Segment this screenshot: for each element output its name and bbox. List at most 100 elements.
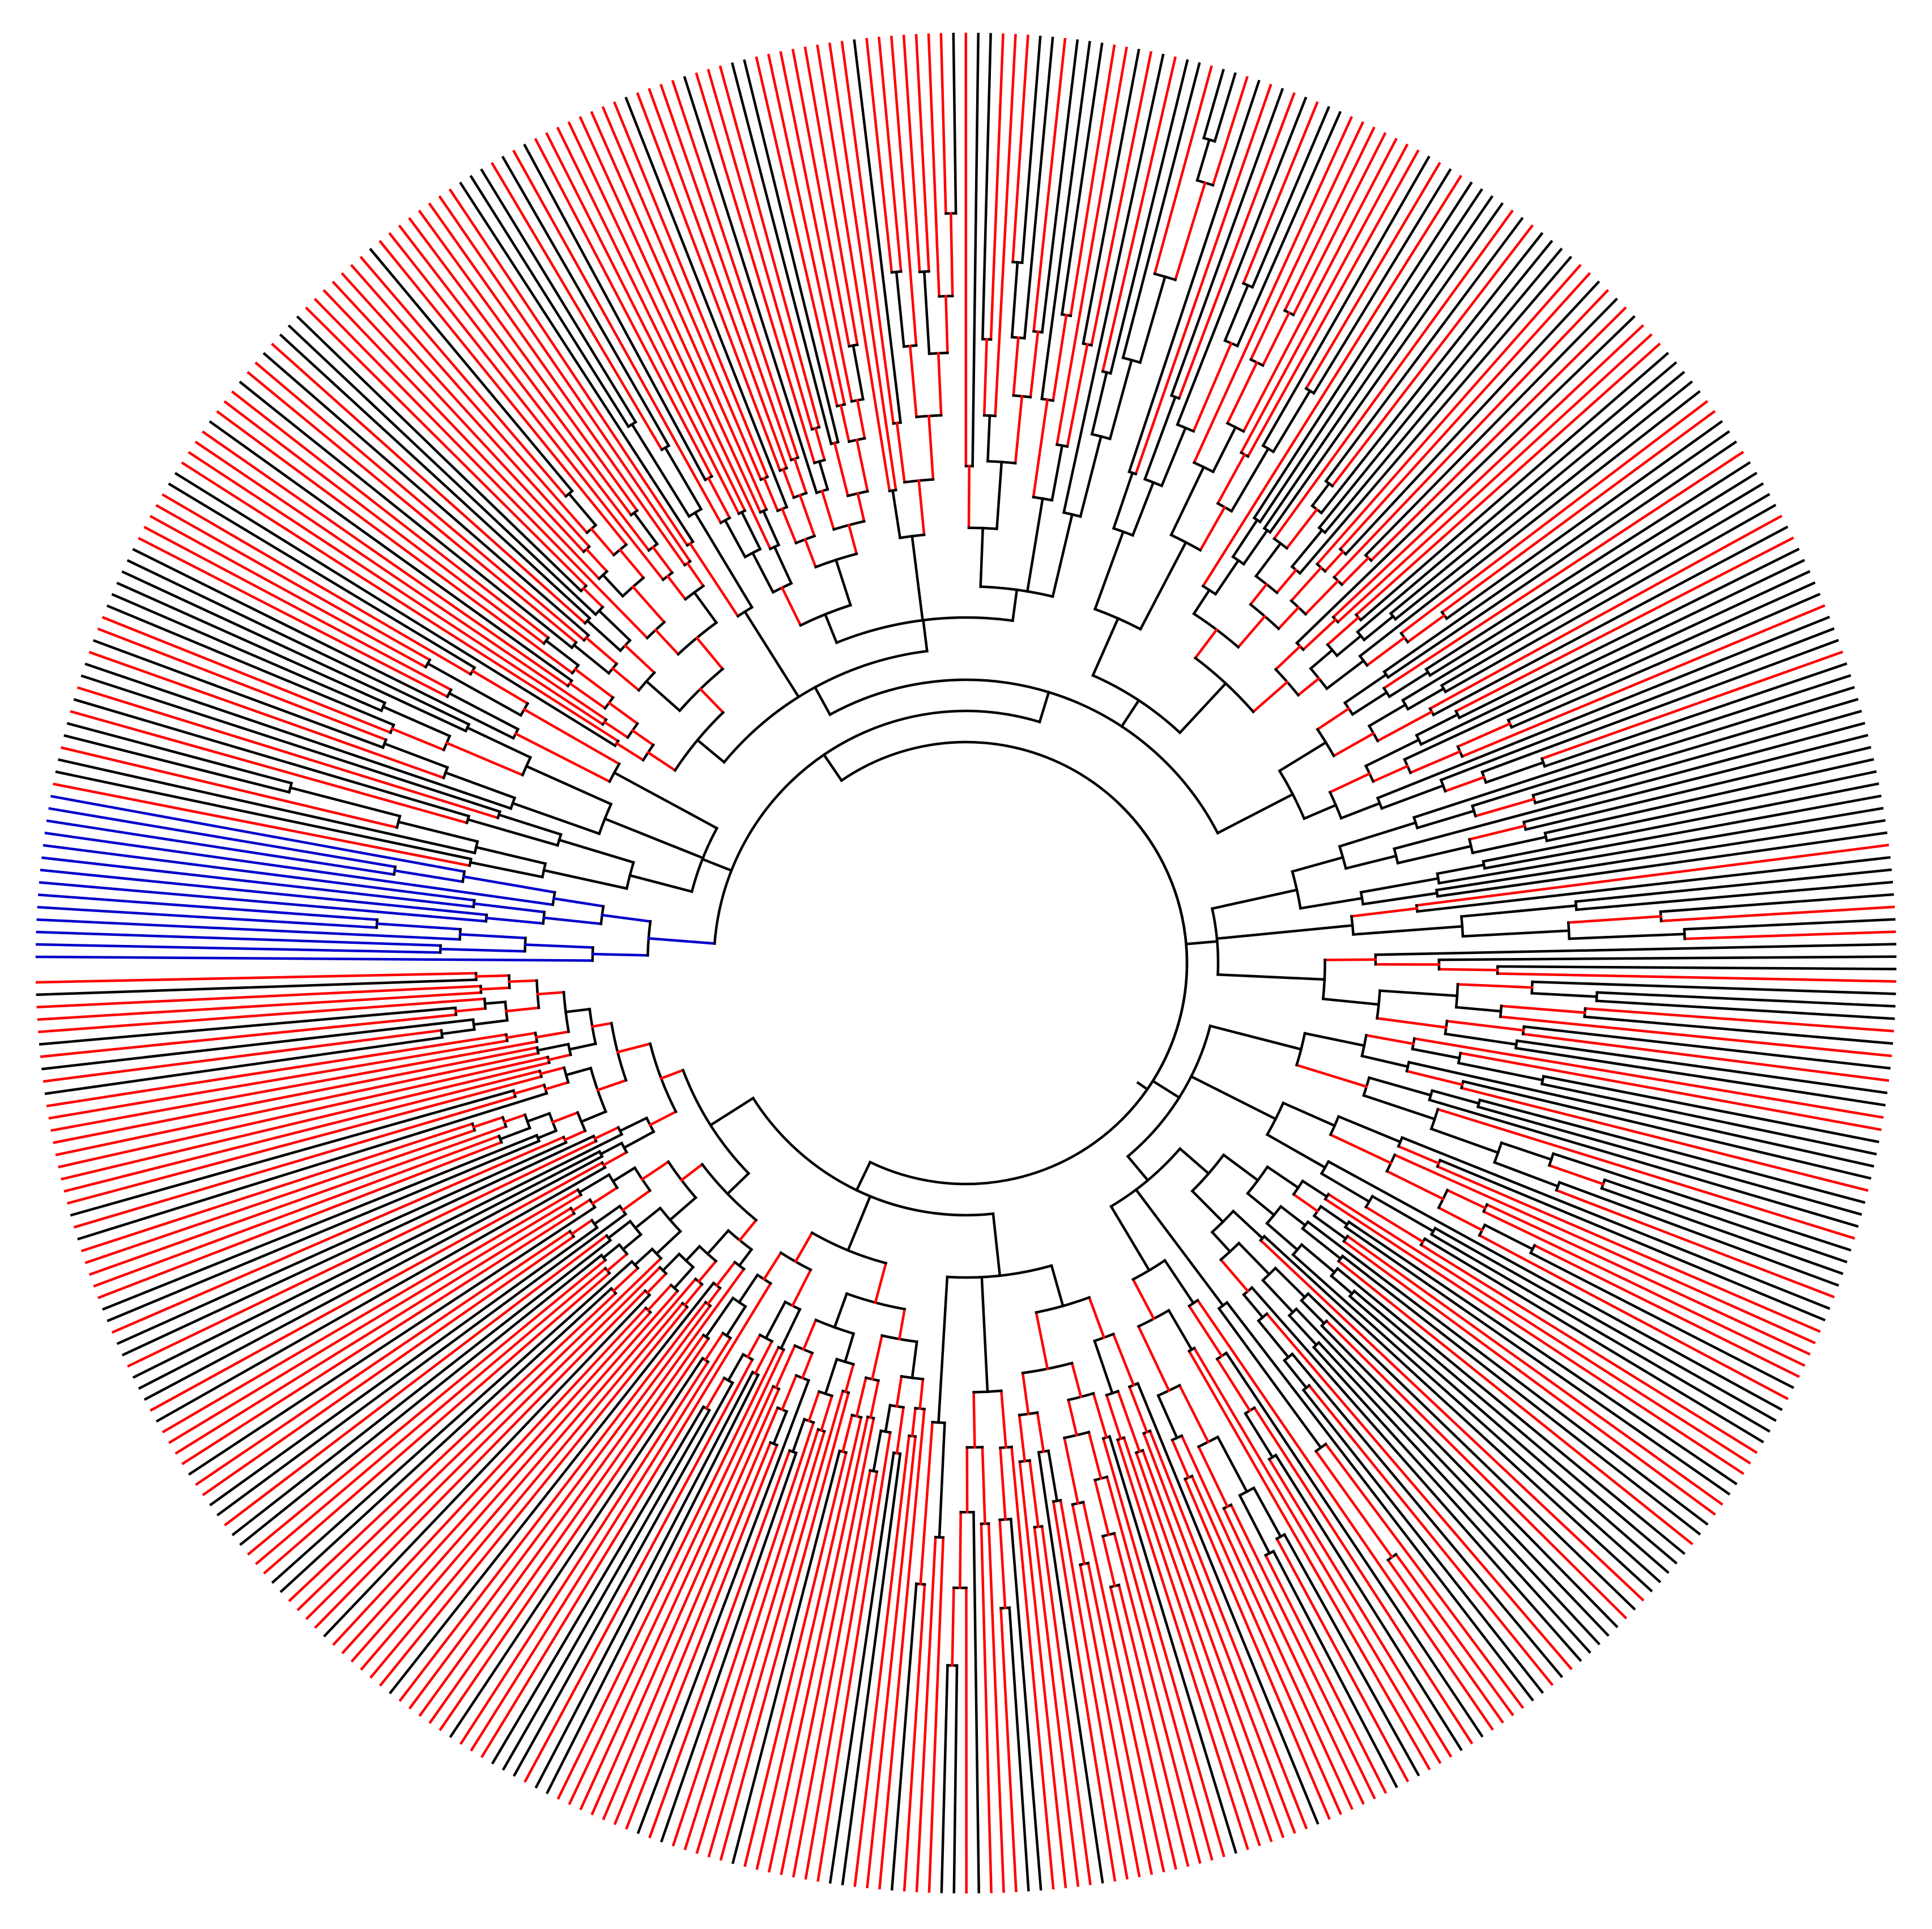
- internal-branch: [929, 416, 933, 479]
- internal-branch: [634, 513, 657, 544]
- tip-branch: [891, 37, 916, 346]
- internal-branch: [1276, 646, 1300, 670]
- tip-branch: [343, 1312, 651, 1653]
- internal-branch: [1133, 483, 1153, 535]
- tip-branch: [1296, 1309, 1608, 1636]
- internal-branch: [509, 981, 537, 982]
- internal-branch: [569, 493, 595, 525]
- internal-branch: [897, 1407, 904, 1453]
- tip-branch: [818, 46, 890, 491]
- internal-branch: [1095, 1480, 1109, 1535]
- internal-branch: [695, 593, 717, 623]
- internal-branch: [682, 1164, 703, 1180]
- internal-branch: [742, 512, 760, 549]
- internal-branch: [620, 550, 643, 578]
- internal-branch: [1470, 826, 1525, 840]
- internal-branch: [1215, 560, 1238, 594]
- internal-branch: [470, 862, 542, 877]
- backbone-branch: [690, 814, 717, 828]
- backbone-branch: [815, 687, 830, 714]
- internal-branch: [1049, 1451, 1057, 1501]
- internal-branch: [1053, 315, 1066, 401]
- internal-branch: [565, 1131, 585, 1140]
- internal-branch: [1194, 343, 1232, 431]
- internal-branch: [1339, 823, 1415, 846]
- internal-branch: [603, 575, 623, 596]
- internal-branch: [782, 587, 801, 625]
- internal-branch: [1341, 803, 1380, 818]
- internal-branch: [1248, 1194, 1274, 1215]
- internal-branch: [1256, 543, 1280, 576]
- internal-branch: [1253, 682, 1287, 712]
- tip-branch: [1083, 1502, 1164, 1871]
- internal-branch: [474, 1117, 503, 1127]
- tip-branch: [929, 35, 939, 296]
- tip-branch: [1103, 58, 1175, 372]
- tip-branch: [781, 1418, 874, 1873]
- internal-branch: [1380, 991, 1457, 996]
- clade-stem-bottom-red-small: [984, 1308, 988, 1392]
- internal-branch: [395, 871, 463, 882]
- tip-branch: [1308, 1294, 1634, 1609]
- internal-branch: [819, 462, 828, 489]
- tip-branch: [929, 1538, 943, 1892]
- internal-branch: [1065, 1438, 1078, 1504]
- internal-branch: [1330, 1135, 1391, 1163]
- internal-branch: [1382, 786, 1443, 808]
- internal-branch: [686, 1246, 700, 1261]
- internal-branch: [919, 480, 924, 535]
- internal-branch: [1052, 446, 1062, 501]
- internal-branch: [1298, 679, 1319, 695]
- tip-branch: [1440, 1160, 1824, 1320]
- backbone-branch: [1210, 1026, 1240, 1034]
- backbone-branch: [1093, 619, 1118, 676]
- internal-branch: [507, 1033, 535, 1037]
- internal-branch: [613, 1168, 635, 1181]
- internal-branch: [1001, 1448, 1006, 1520]
- internal-branch: [912, 1342, 917, 1378]
- tip-branch: [1371, 308, 1625, 560]
- internal-branch: [709, 478, 730, 518]
- internal-branch: [858, 493, 864, 521]
- internal-branch: [1279, 607, 1299, 629]
- internal-branch: [886, 1406, 890, 1432]
- tip-branch: [995, 35, 1016, 416]
- tip-branch: [1497, 966, 1895, 969]
- internal-branch: [816, 428, 825, 460]
- internal-branch: [1408, 615, 1445, 642]
- tip-branch: [1155, 67, 1211, 274]
- internal-branch: [538, 1044, 568, 1050]
- tip-branch: [1384, 453, 1743, 688]
- internal-branch: [857, 440, 867, 492]
- internal-branch: [1305, 1033, 1364, 1046]
- internal-branch: [377, 923, 460, 929]
- internal-branch: [793, 1419, 805, 1451]
- tip-branch: [1437, 1166, 1819, 1331]
- tip-branch: [241, 1255, 601, 1544]
- tip-branch: [954, 1666, 957, 1892]
- internal-branch: [739, 1275, 758, 1302]
- internal-branch: [1304, 805, 1336, 819]
- internal-branch: [1345, 675, 1386, 703]
- internal-branch: [1342, 558, 1368, 585]
- internal-branch: [633, 587, 664, 622]
- tip-branch: [733, 1451, 840, 1863]
- tip-branch: [83, 1124, 473, 1251]
- internal-branch: [1431, 1129, 1498, 1153]
- internal-branch: [1093, 1394, 1107, 1438]
- internal-branch: [632, 731, 653, 746]
- internal-branch: [546, 1083, 568, 1089]
- clade-stem-left-purple-group: [614, 773, 690, 814]
- tip-branch: [1215, 74, 1235, 141]
- internal-branch: [602, 915, 650, 921]
- clade-stem-right-mixed-group: [1249, 976, 1325, 980]
- tip-branch: [1035, 1527, 1078, 1885]
- tip-branch: [1463, 1081, 1870, 1178]
- backbone-branch: [946, 1277, 947, 1308]
- internal-branch: [1363, 893, 1437, 904]
- clade-stem-outgroup: [649, 938, 715, 943]
- backbone-branch: [1180, 710, 1201, 733]
- internal-branch: [1389, 672, 1428, 697]
- clade-stem-top-purple-small-2: [1106, 532, 1124, 580]
- internal-branch: [460, 934, 525, 938]
